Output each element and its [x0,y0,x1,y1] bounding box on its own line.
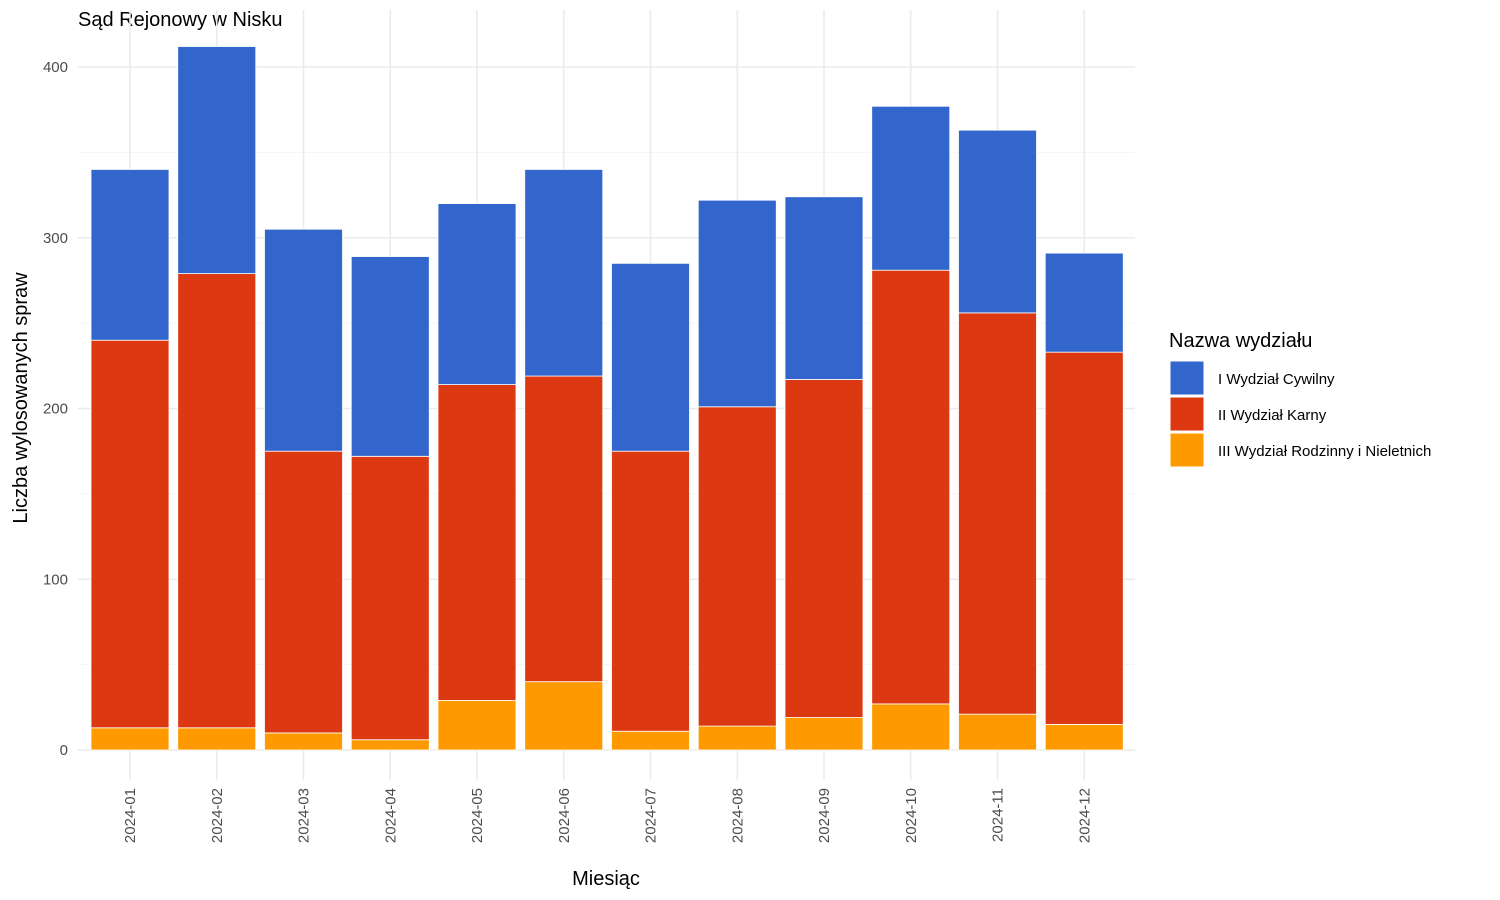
legend-label: III Wydział Rodzinny i Nieletnich [1218,443,1431,460]
bar-segment [611,450,690,732]
bar-stack [784,196,864,751]
y-tick-label: 100 [43,571,68,588]
legend: Nazwa wydziału I Wydział Cywilny II Wydzi… [1169,330,1431,468]
y-tick-label: 200 [43,401,68,418]
legend-item: III Wydział Rodzinny i Nieletnich [1169,432,1431,468]
bar-stack [350,256,430,751]
legend-swatch [1169,432,1205,468]
bar-segment [871,269,951,705]
x-tick-label: 2024-10 [903,788,920,843]
bar-segment [437,384,517,701]
x-tick-label: 2024-02 [209,788,226,843]
x-tick-label: 2024-01 [122,788,139,843]
x-tick-label: 2024-11 [990,788,1007,842]
legend-item: II Wydział Karny [1169,396,1327,432]
y-tick-label: 300 [43,230,68,247]
x-tick-label: 2024-07 [643,788,660,843]
bar-segment [697,406,777,727]
legend-label: I Wydział Cywilny [1218,371,1335,388]
bar-stack [264,228,343,751]
bar-segment [958,312,1037,715]
legend-item: I Wydział Cywilny [1169,360,1335,396]
bar-segment [524,375,604,683]
bar-segment [177,727,257,751]
bar-segment [524,681,604,751]
y-axis-title: Liczba wylosowanych spraw [10,272,32,524]
bar-segment [784,717,864,751]
bar-stack [90,169,170,751]
y-tick-label: 400 [43,59,68,76]
bar-segment [524,169,604,377]
bar-stack [524,169,604,751]
y-tick-label: 0 [60,742,68,759]
bar-segment [697,725,777,751]
bar-stack [1044,252,1124,751]
x-tick-label: 2024-04 [382,788,399,843]
legend-swatch [1169,360,1205,396]
bar-segment [437,700,517,751]
bar-segment [784,379,864,718]
x-tick-label: 2024-06 [556,788,573,843]
x-axis-title: Miesiąc [572,868,640,890]
bar-segment [958,713,1037,751]
x-tick-label: 2024-12 [1076,788,1093,843]
y-axis-ticks: 0 100 200 300 400 [43,59,68,759]
bar-stack [697,199,777,751]
bar-stack [611,262,690,751]
bar-segment [871,703,951,751]
bar-segment [871,105,951,271]
legend-items: I Wydział Cywilny II Wydział Karny III Wyd… [1169,360,1431,468]
bar-segment [611,262,690,452]
legend-swatch [1169,396,1205,432]
bar-segment [1044,252,1124,353]
bar-segment [1044,351,1124,725]
bar-segment [784,196,864,380]
bar-segment [611,730,690,751]
bar-segment [697,199,777,408]
bar-segment [350,739,430,751]
bar-segment [90,727,170,751]
bar-segment [90,339,170,729]
bar-stack [871,105,951,751]
bar-segment [90,169,170,341]
bar-stack [437,203,517,751]
bar-segment [437,203,517,385]
legend-title: Nazwa wydziału [1169,330,1312,352]
bar-segment [177,273,257,729]
x-tick-label: 2024-03 [296,788,313,843]
x-tick-label: 2024-08 [729,788,746,843]
bar-segment [177,46,257,275]
bar-segment [958,129,1037,314]
bar-segment [264,228,343,452]
bars [90,46,1124,751]
legend-label: II Wydział Karny [1218,407,1327,424]
bar-stack [958,129,1037,751]
bar-segment [1044,723,1124,751]
bar-segment [264,732,343,751]
x-tick-label: 2024-09 [816,788,833,843]
x-tick-label: 2024-05 [469,788,486,843]
bar-segment [350,256,430,457]
x-axis-ticks: 2024-01 2024-02 2024-03 2024-04 2024-05 2024-… [122,788,1093,843]
bar-segment [350,455,430,741]
bar-stack [177,46,257,751]
chart-title: Sąd Rejonowy w Nisku [78,9,283,31]
bar-segment [264,450,343,734]
